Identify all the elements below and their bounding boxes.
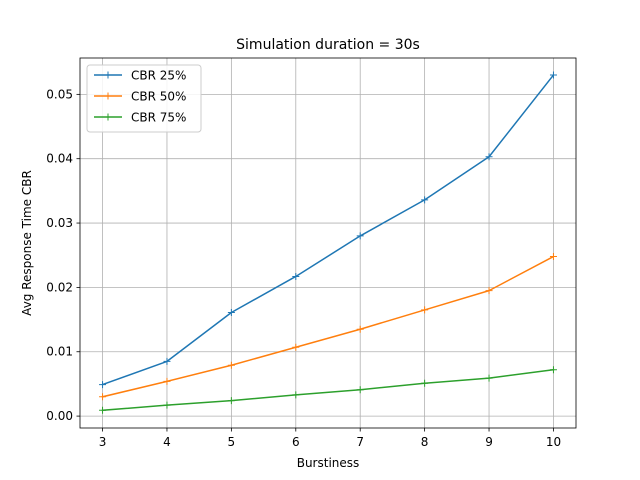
- legend-label: CBR 25%: [131, 69, 186, 83]
- data-point-cbr-75: [227, 397, 235, 405]
- y-tick-label: 0.02: [46, 280, 73, 294]
- legend-box: [86, 64, 202, 133]
- legend-marker: [104, 113, 112, 121]
- legend-entry: CBR 50%: [94, 90, 186, 104]
- plot-frame: [79, 57, 577, 429]
- data-point-cbr-50: [99, 393, 107, 401]
- legend-marker: [104, 71, 112, 79]
- data-point-cbr-75: [163, 401, 171, 409]
- legend-entry: CBR 75%: [94, 111, 186, 125]
- data-point-cbr-25: [163, 357, 171, 365]
- x-tick-label: 4: [163, 435, 171, 449]
- data-point-cbr-25: [292, 272, 300, 280]
- data-point-cbr-50: [356, 325, 364, 333]
- y-tick-label: 0.05: [46, 87, 73, 101]
- data-point-cbr-25: [227, 308, 235, 316]
- legend: CBR 25% CBR 50% CBR 75%: [86, 64, 202, 133]
- series-lines: [99, 71, 557, 414]
- series-line-cbr-50: [101, 255, 555, 398]
- data-point-cbr-50: [549, 253, 557, 261]
- chart-title: Simulation duration = 30s: [236, 37, 420, 53]
- legend-entry: CBR 25%: [94, 69, 186, 83]
- x-tick-label: 7: [356, 435, 364, 449]
- series-cbr-50: [99, 253, 557, 401]
- x-tick-label: 10: [546, 435, 561, 449]
- data-point-cbr-50: [227, 361, 235, 369]
- data-point-cbr-50: [292, 343, 300, 351]
- y-tick-label: 0.00: [46, 409, 73, 423]
- y-axis-label: Avg Response Time CBR: [20, 170, 34, 316]
- data-point-cbr-25: [549, 71, 557, 79]
- data-point-cbr-75: [292, 391, 300, 399]
- legend-marker: [104, 92, 112, 100]
- x-axis-label: Burstiness: [297, 456, 360, 470]
- x-tick-label: 6: [292, 435, 300, 449]
- x-tick-label: 8: [421, 435, 429, 449]
- data-point-cbr-25: [356, 232, 364, 240]
- y-tick-label: 0.01: [46, 345, 73, 359]
- x-tick-label: 5: [228, 435, 236, 449]
- y-tick-label: 0.03: [46, 216, 73, 230]
- data-point-cbr-50: [163, 377, 171, 385]
- series-line-cbr-25: [101, 73, 555, 386]
- grid: [80, 58, 576, 428]
- x-tick-label: 9: [485, 435, 493, 449]
- series-cbr-75: [99, 366, 557, 414]
- series-line-cbr-75: [101, 368, 555, 412]
- data-point-cbr-25: [421, 196, 429, 204]
- legend-label: CBR 75%: [131, 111, 186, 125]
- legend-label: CBR 50%: [131, 90, 186, 104]
- data-point-cbr-75: [549, 366, 557, 374]
- data-point-cbr-50: [421, 306, 429, 314]
- series-cbr-25: [99, 71, 557, 389]
- x-tick-label: 3: [99, 435, 107, 449]
- data-point-cbr-75: [99, 406, 107, 414]
- data-point-cbr-25: [485, 153, 493, 161]
- data-point-cbr-25: [99, 381, 107, 389]
- data-point-cbr-75: [485, 374, 493, 382]
- axis-ticks: 3 4 5 6 7 8 9 10 0.00 0.01 0.02 0.03 0.04 0.05: [46, 87, 561, 449]
- data-point-cbr-50: [485, 287, 493, 295]
- data-point-cbr-75: [421, 379, 429, 387]
- y-tick-label: 0.04: [46, 152, 73, 166]
- data-point-cbr-75: [356, 386, 364, 394]
